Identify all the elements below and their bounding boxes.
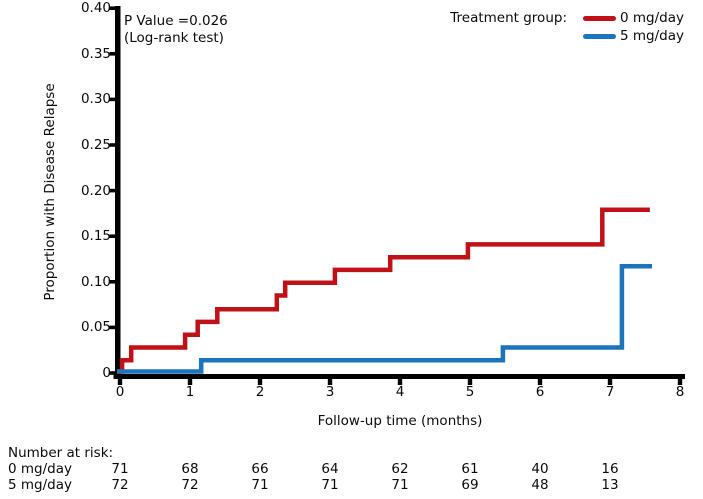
y-tick-label: 0.15 <box>80 228 111 245</box>
risk-count: 64 <box>321 461 339 477</box>
y-tick-mark <box>109 280 115 284</box>
x-tick-mark <box>117 379 123 385</box>
x-tick-label: 0 <box>115 384 125 400</box>
y-tick-mark <box>109 371 115 375</box>
y-tick-mark <box>109 234 115 238</box>
y-axis-title: Proportion with Disease Relapse <box>42 83 58 301</box>
legend-swatch-5mg <box>583 34 616 39</box>
risk-count: 16 <box>601 461 619 477</box>
risk-count: 71 <box>391 477 409 493</box>
legend-label-5mg: 5 mg/day <box>620 28 684 44</box>
x-tick-mark <box>677 379 683 385</box>
y-axis-spine <box>115 6 121 379</box>
x-tick-label: 5 <box>465 384 475 400</box>
y-tick-label: 0.20 <box>80 182 111 199</box>
p-value-annotation: P Value =0.026 (Log-rank test) <box>124 13 228 47</box>
p-value-text: P Value =0.026 <box>124 13 228 29</box>
x-tick-mark <box>397 379 403 385</box>
x-tick-label: 4 <box>395 384 405 400</box>
risk-row-label-5mg: 5 mg/day <box>8 477 72 493</box>
y-tick-label: 0.10 <box>80 273 111 290</box>
y-tick-mark <box>109 97 115 102</box>
x-tick-label: 7 <box>605 384 615 400</box>
test-name-text: (Log-rank test) <box>124 30 224 46</box>
x-tick-mark <box>607 379 613 385</box>
risk-count: 71 <box>321 477 339 493</box>
risk-count: 61 <box>461 461 479 477</box>
y-tick-label: 0.05 <box>80 319 111 336</box>
x-tick-label: 8 <box>675 384 685 400</box>
risk-count: 48 <box>531 477 549 493</box>
km-curve-0-mg/day <box>117 207 650 374</box>
x-tick-mark <box>467 379 473 385</box>
legend-label-0mg: 0 mg/day <box>620 10 684 26</box>
risk-count: 71 <box>111 461 129 477</box>
x-axis-title: Follow-up time (months) <box>317 413 483 429</box>
x-tick-mark <box>187 379 193 385</box>
risk-count: 40 <box>531 461 549 477</box>
y-tick-mark <box>109 143 115 147</box>
x-axis-spine <box>113 374 685 379</box>
x-tick-mark <box>257 379 263 385</box>
y-tick-mark <box>109 6 115 10</box>
legend-swatch-0mg <box>583 16 616 21</box>
risk-count: 66 <box>251 461 269 477</box>
risk-count: 72 <box>181 477 199 493</box>
risk-count: 69 <box>461 477 479 493</box>
y-tick-label: 0.40 <box>80 0 111 17</box>
y-tick-mark <box>109 188 115 193</box>
risk-count: 71 <box>251 477 269 493</box>
risk-count: 13 <box>601 477 619 493</box>
x-tick-mark <box>327 379 333 385</box>
y-tick-label: 0.35 <box>80 45 111 62</box>
y-tick-label: 0.25 <box>80 137 111 153</box>
x-tick-label: 3 <box>325 384 335 400</box>
risk-count: 68 <box>181 461 199 477</box>
x-tick-label: 2 <box>255 384 265 400</box>
risk-count: 62 <box>391 461 409 477</box>
y-tick-mark <box>109 52 115 56</box>
km-curve-5-mg/day <box>117 264 652 374</box>
risk-count: 72 <box>111 477 129 493</box>
risk-row-label-0mg: 0 mg/day <box>8 461 72 477</box>
y-tick-label: 0 <box>102 365 111 381</box>
y-tick-label: 0.30 <box>80 91 111 108</box>
legend-title: Treatment group: <box>450 10 567 26</box>
risk-table-title: Number at risk: <box>8 445 114 461</box>
y-tick-mark <box>109 325 115 330</box>
x-tick-label: 6 <box>535 384 545 400</box>
x-tick-label: 1 <box>185 384 195 400</box>
x-tick-mark <box>537 379 543 385</box>
